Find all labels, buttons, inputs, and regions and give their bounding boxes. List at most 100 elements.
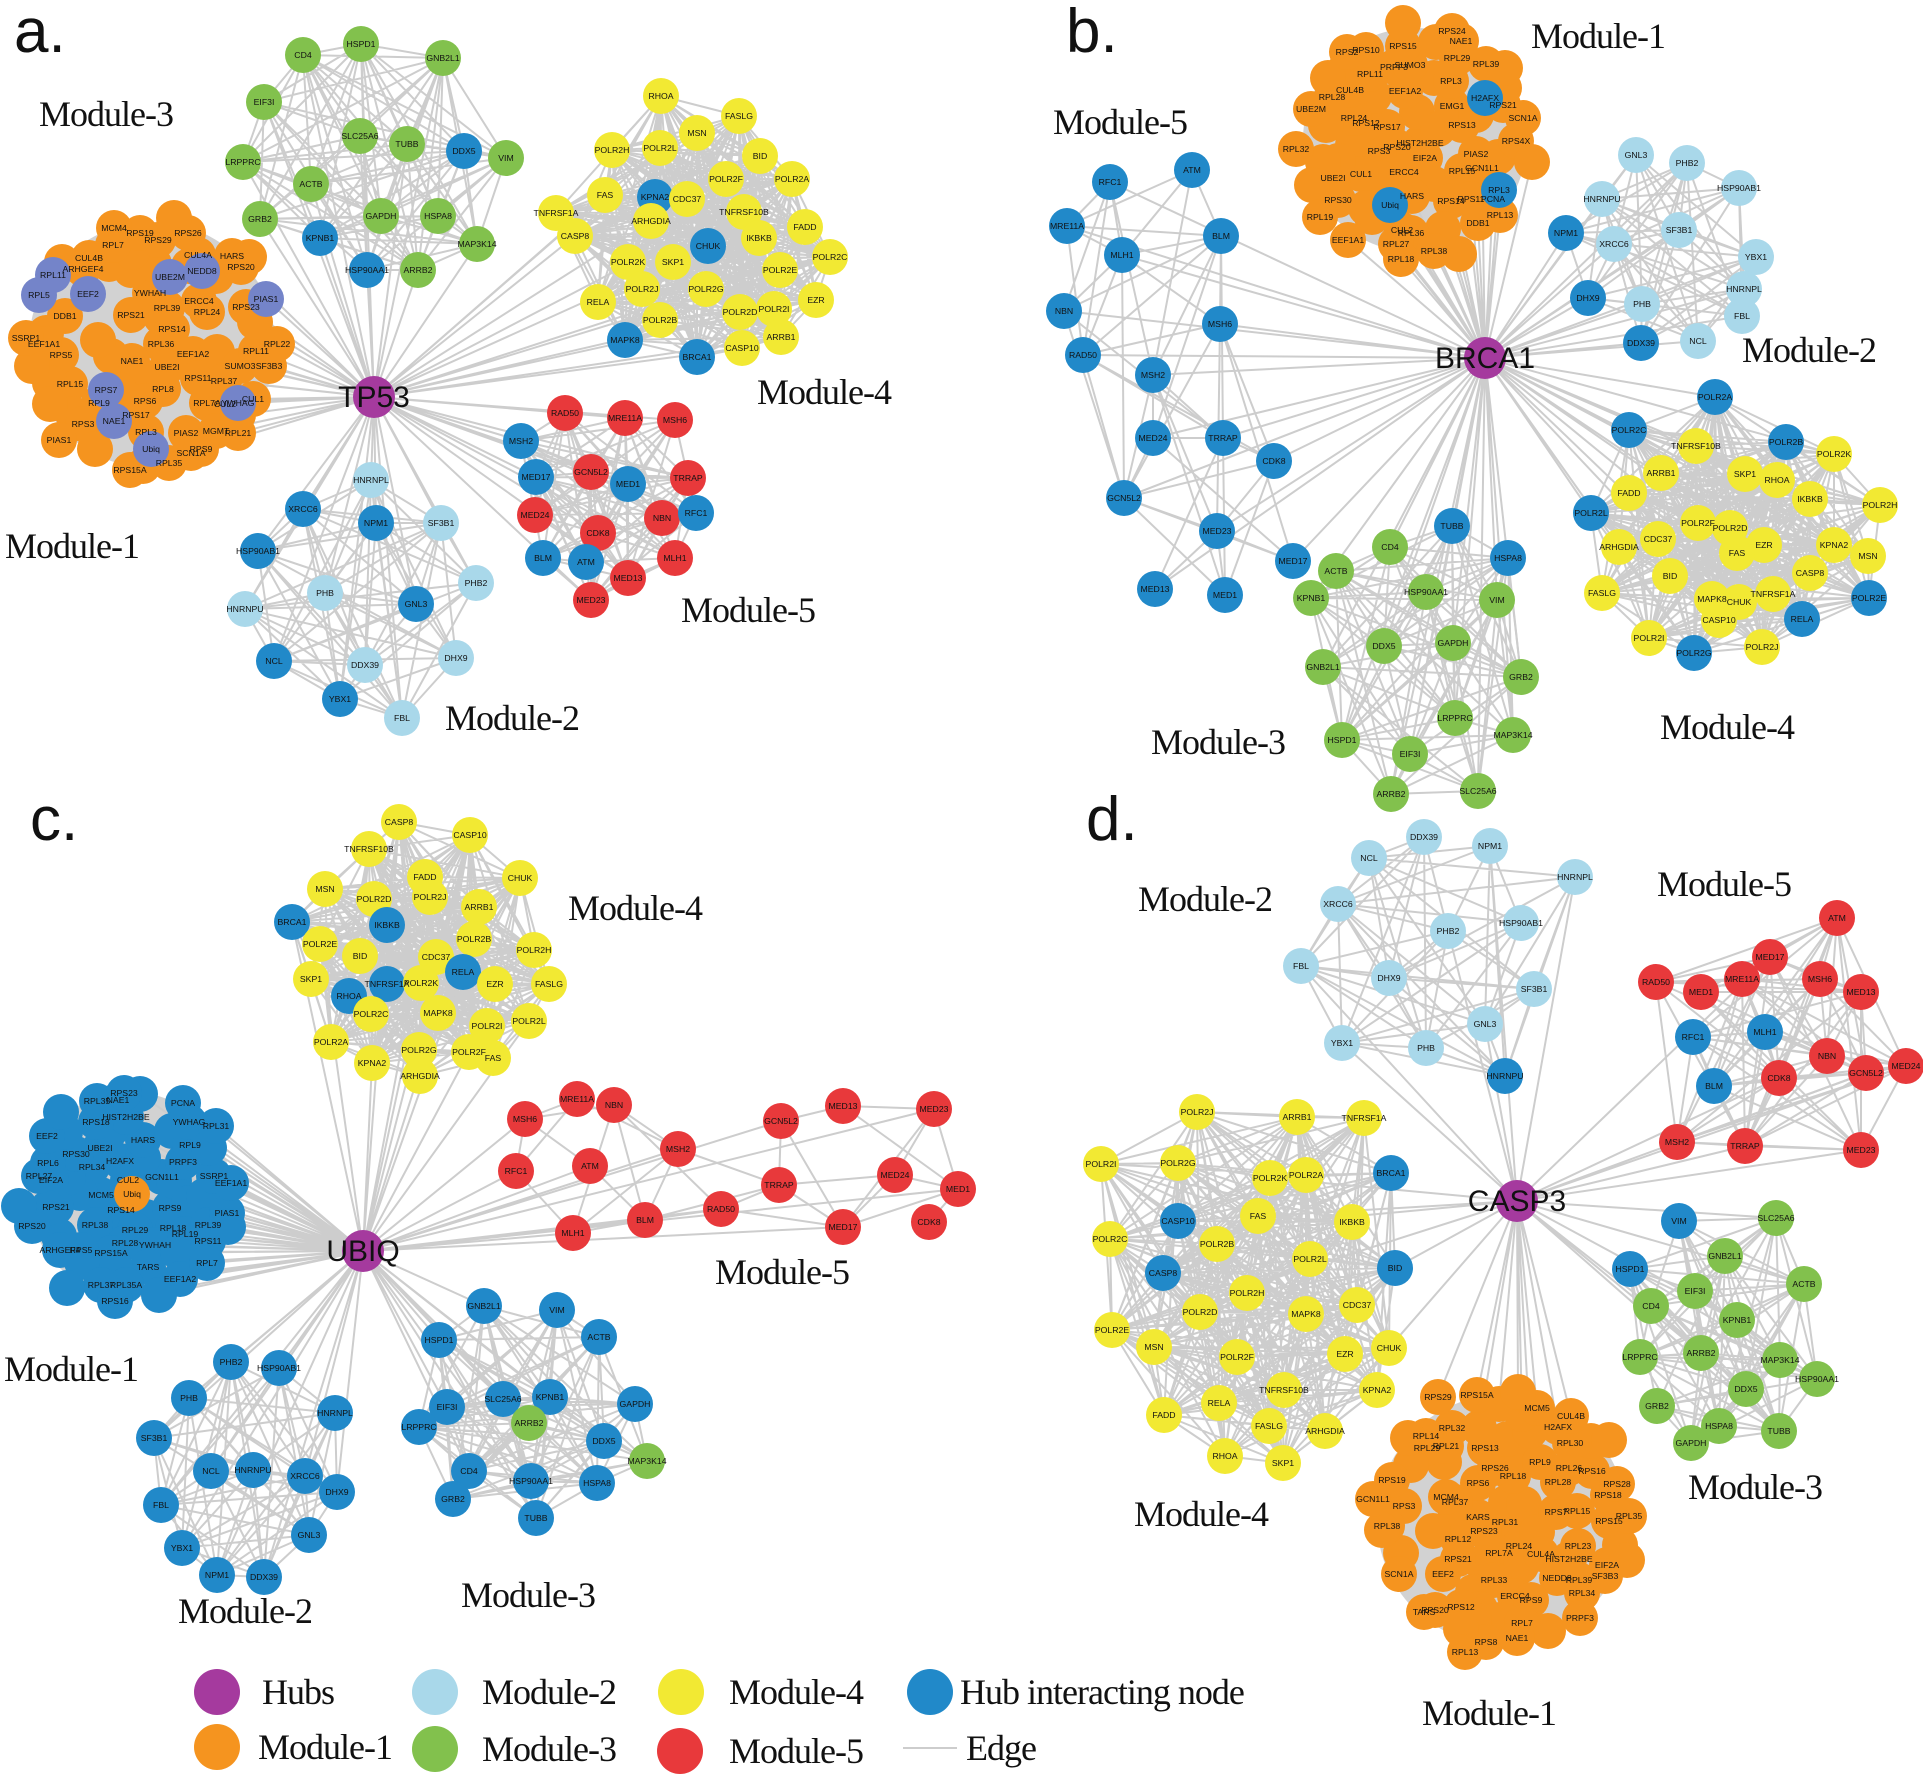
svg-text:Module-2: Module-2 [482, 1672, 616, 1712]
svg-text:KPNA2: KPNA2 [641, 192, 670, 202]
svg-text:EIF2A: EIF2A [1595, 1560, 1619, 1570]
svg-text:HARS: HARS [131, 1135, 155, 1145]
svg-text:NAE1: NAE1 [1450, 36, 1473, 46]
svg-text:RPL15: RPL15 [57, 379, 84, 389]
svg-text:EZR: EZR [1336, 1349, 1353, 1359]
svg-text:RHOA: RHOA [1764, 475, 1789, 485]
svg-text:Module-4: Module-4 [568, 888, 703, 928]
svg-text:DDX39: DDX39 [1410, 832, 1438, 842]
svg-text:POLR2I: POLR2I [472, 1021, 503, 1031]
svg-text:GCN1L1: GCN1L1 [145, 1172, 179, 1182]
svg-text:ATM: ATM [1828, 913, 1846, 923]
svg-text:PHB2: PHB2 [1437, 926, 1460, 936]
svg-text:TRRAP: TRRAP [673, 473, 703, 483]
svg-text:FADD: FADD [793, 222, 816, 232]
svg-text:RPS14: RPS14 [107, 1205, 135, 1215]
svg-text:RHOA: RHOA [648, 91, 673, 101]
svg-text:RPL7: RPL7 [196, 1258, 218, 1268]
svg-text:SF3B1: SF3B1 [141, 1433, 168, 1443]
svg-text:RPL22: RPL22 [264, 339, 291, 349]
svg-text:RPL7A: RPL7A [193, 398, 221, 408]
svg-text:RPL21: RPL21 [1433, 1441, 1460, 1451]
svg-text:RAD50: RAD50 [1642, 977, 1670, 987]
svg-text:PHB2: PHB2 [1676, 158, 1699, 168]
svg-text:MLH1: MLH1 [561, 1228, 584, 1238]
svg-text:HNRNPU: HNRNPU [1583, 194, 1620, 204]
svg-text:RPL39: RPL39 [154, 303, 181, 313]
svg-text:TNFRSF1A: TNFRSF1A [1751, 589, 1796, 599]
svg-text:ARRB1: ARRB1 [1647, 468, 1676, 478]
svg-text:HSP90AB1: HSP90AB1 [236, 546, 280, 556]
svg-text:CDC37: CDC37 [1644, 534, 1673, 544]
svg-text:SKP1: SKP1 [300, 974, 322, 984]
svg-text:TUBB: TUBB [1440, 521, 1463, 531]
svg-text:RPS11: RPS11 [1458, 194, 1485, 204]
svg-text:ERCC4: ERCC4 [1500, 1591, 1530, 1601]
svg-text:PIAS2: PIAS2 [1464, 149, 1489, 159]
svg-text:RPS20: RPS20 [1383, 142, 1411, 152]
svg-text:POLR2B: POLR2B [643, 315, 677, 325]
svg-text:Module-4: Module-4 [729, 1672, 864, 1712]
svg-text:GRB2: GRB2 [441, 1494, 465, 1504]
svg-text:RPS17: RPS17 [122, 410, 150, 420]
svg-text:MRE11A: MRE11A [560, 1094, 594, 1104]
svg-text:GCN5L2: GCN5L2 [1107, 493, 1141, 503]
svg-text:MED17: MED17 [522, 472, 551, 482]
svg-text:MED17: MED17 [829, 1222, 858, 1232]
svg-text:VIM: VIM [549, 1305, 564, 1315]
svg-text:ARHGDIA: ARHGDIA [400, 1071, 440, 1081]
svg-text:Module-3: Module-3 [461, 1575, 595, 1615]
svg-text:RPL27: RPL27 [26, 1171, 53, 1181]
svg-text:GAPDH: GAPDH [366, 211, 397, 221]
svg-text:RELA: RELA [1208, 1398, 1231, 1408]
svg-text:IKBKB: IKBKB [1339, 1217, 1365, 1227]
svg-text:CUL4B: CUL4B [1336, 85, 1364, 95]
svg-text:CD4: CD4 [460, 1466, 478, 1476]
svg-text:ACTB: ACTB [299, 179, 322, 189]
svg-text:Module-1: Module-1 [258, 1727, 392, 1767]
svg-text:b.: b. [1066, 0, 1118, 66]
svg-text:POLR2C: POLR2C [1093, 1234, 1128, 1244]
svg-text:RPL29: RPL29 [1444, 53, 1471, 63]
svg-text:NAE1: NAE1 [1506, 1633, 1529, 1643]
svg-text:MED23: MED23 [577, 595, 606, 605]
svg-text:POLR2L: POLR2L [643, 143, 676, 153]
svg-text:HSPD1: HSPD1 [347, 39, 376, 49]
svg-text:MSH6: MSH6 [663, 415, 687, 425]
svg-text:YWHAH: YWHAH [134, 288, 166, 298]
svg-text:CDK8: CDK8 [586, 528, 609, 538]
svg-text:NCL: NCL [202, 1466, 220, 1476]
svg-text:POLR2B: POLR2B [457, 934, 491, 944]
svg-text:IKBKB: IKBKB [1797, 494, 1823, 504]
svg-text:HARS: HARS [1400, 191, 1424, 201]
svg-text:ARRB1: ARRB1 [465, 902, 494, 912]
svg-text:UBE2I: UBE2I [1320, 173, 1345, 183]
svg-text:TNFRSF10B: TNFRSF10B [344, 844, 394, 854]
svg-text:RPL26: RPL26 [1556, 1463, 1583, 1473]
svg-text:CDK8: CDK8 [917, 1217, 940, 1227]
svg-text:SKP1: SKP1 [662, 257, 684, 267]
svg-text:CDC37: CDC37 [1343, 1300, 1372, 1310]
svg-text:KPNB1: KPNB1 [306, 233, 335, 243]
svg-text:DHX9: DHX9 [1377, 973, 1400, 983]
svg-text:CASP10: CASP10 [453, 830, 486, 840]
svg-text:KPNB1: KPNB1 [536, 1392, 565, 1402]
svg-text:RPL36: RPL36 [148, 339, 175, 349]
svg-text:CASP10: CASP10 [725, 343, 758, 353]
svg-text:POLR2D: POLR2D [357, 894, 392, 904]
svg-text:KARS: KARS [1466, 1512, 1490, 1522]
svg-text:POLR2A: POLR2A [1698, 392, 1732, 402]
svg-text:POLR2L: POLR2L [512, 1016, 545, 1026]
svg-text:ATM: ATM [1183, 165, 1201, 175]
svg-text:Ubiq: Ubiq [142, 444, 160, 454]
svg-text:EZR: EZR [486, 979, 503, 989]
svg-text:MLH1: MLH1 [1110, 250, 1133, 260]
svg-text:KPNA2: KPNA2 [1363, 1385, 1392, 1395]
svg-text:FBL: FBL [153, 1500, 169, 1510]
svg-text:GRB2: GRB2 [1509, 672, 1533, 682]
svg-text:RPL8: RPL8 [152, 384, 174, 394]
svg-text:MED13: MED13 [1141, 584, 1170, 594]
svg-text:RPL24: RPL24 [194, 307, 221, 317]
svg-text:BID: BID [353, 951, 367, 961]
svg-text:ARHGEF4: ARHGEF4 [62, 264, 103, 274]
